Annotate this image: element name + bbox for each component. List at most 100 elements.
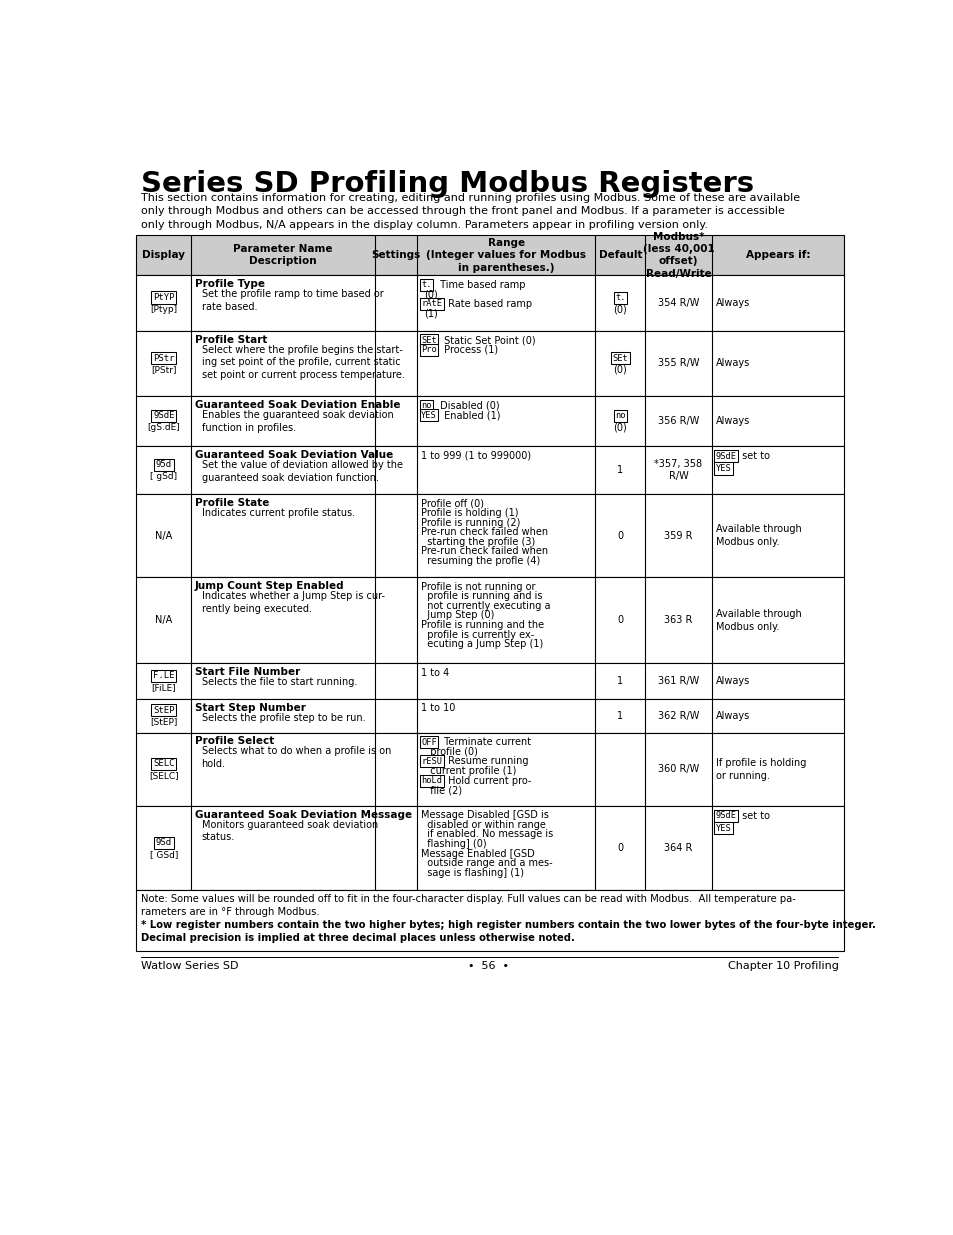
Text: If profile is holding
or running.: If profile is holding or running. <box>715 758 805 781</box>
Text: Profile is running (2): Profile is running (2) <box>420 517 520 527</box>
Text: set to: set to <box>739 811 770 821</box>
Text: (0): (0) <box>424 289 437 299</box>
Text: Jump Step (0): Jump Step (0) <box>420 610 494 620</box>
Bar <box>136 396 843 446</box>
Text: 363 R: 363 R <box>663 615 692 625</box>
Text: Selects what to do when a profile is on
hold.: Selects what to do when a profile is on … <box>201 746 391 769</box>
Text: ecuting a Jump Step (1): ecuting a Jump Step (1) <box>420 640 543 650</box>
Text: Pro: Pro <box>420 346 436 354</box>
Text: Process (1): Process (1) <box>440 345 497 354</box>
Text: This section contains information for creating, editing and running profiles usi: This section contains information for cr… <box>141 193 800 230</box>
Text: 0: 0 <box>617 844 622 853</box>
Text: Parameter Name
Description: Parameter Name Description <box>233 245 333 267</box>
Text: Profile is running and the: Profile is running and the <box>420 620 543 630</box>
Text: Display: Display <box>142 251 185 261</box>
Text: if enabled. No message is: if enabled. No message is <box>420 830 553 840</box>
Text: set to: set to <box>739 451 770 461</box>
Text: 9SdE: 9SdE <box>715 811 736 820</box>
Text: t.: t. <box>420 280 431 289</box>
Text: Note: Some values will be rounded off to fit in the four-character display. Full: Note: Some values will be rounded off to… <box>141 894 795 918</box>
Text: 1 to 999 (1 to 999000): 1 to 999 (1 to 999000) <box>420 451 531 461</box>
Text: Hold current pro-: Hold current pro- <box>444 776 531 785</box>
Text: Indicates whether a Jump Step is cur-
rently being executed.: Indicates whether a Jump Step is cur- re… <box>201 592 384 614</box>
Text: Profile is not running or: Profile is not running or <box>420 582 535 592</box>
Text: (0): (0) <box>613 422 626 432</box>
Text: current profile (1): current profile (1) <box>424 766 516 776</box>
Text: Default: Default <box>598 251 641 261</box>
Text: (1): (1) <box>424 309 437 319</box>
Text: profile is running and is: profile is running and is <box>420 592 542 601</box>
Text: 9Sd: 9Sd <box>155 839 172 847</box>
Text: (0): (0) <box>613 364 626 374</box>
Text: N/A: N/A <box>155 531 172 541</box>
Text: YES: YES <box>420 411 436 420</box>
Text: [PStr]: [PStr] <box>151 366 176 374</box>
Text: Monitors guaranteed soak deviation
status.: Monitors guaranteed soak deviation statu… <box>201 820 377 842</box>
Text: Profile Select: Profile Select <box>194 736 274 746</box>
Text: Set the profile ramp to time based or
rate based.: Set the profile ramp to time based or ra… <box>201 289 383 312</box>
Text: no: no <box>420 401 431 410</box>
Text: Always: Always <box>715 298 749 308</box>
Text: Guaranteed Soak Deviation Value: Guaranteed Soak Deviation Value <box>194 450 393 461</box>
Text: [StEP]: [StEP] <box>150 718 177 726</box>
Text: Profile State: Profile State <box>194 498 269 508</box>
Text: 1 to 4: 1 to 4 <box>420 668 449 678</box>
Text: Jump Count Step Enabled: Jump Count Step Enabled <box>194 580 344 590</box>
Text: SEt: SEt <box>612 353 628 363</box>
Text: [gS.dE]: [gS.dE] <box>148 422 180 432</box>
Bar <box>136 494 843 577</box>
Text: disabled or within range: disabled or within range <box>420 820 545 830</box>
Text: outside range and a mes-: outside range and a mes- <box>420 858 552 868</box>
Text: not currently executing a: not currently executing a <box>420 600 550 611</box>
Text: 0: 0 <box>617 615 622 625</box>
Text: Indicates current profile status.: Indicates current profile status. <box>201 508 355 517</box>
Text: 1: 1 <box>617 676 622 685</box>
Text: profile (0): profile (0) <box>424 747 477 757</box>
Text: Available through
Modbus only.: Available through Modbus only. <box>715 524 801 547</box>
Text: 9SdE: 9SdE <box>715 452 736 461</box>
Text: 355 R/W: 355 R/W <box>657 358 699 368</box>
Text: Pre-run check failed when: Pre-run check failed when <box>420 547 548 557</box>
Text: 1 to 10: 1 to 10 <box>420 703 455 713</box>
Text: StEP: StEP <box>152 705 174 715</box>
Bar <box>136 805 843 890</box>
Text: Selects the file to start running.: Selects the file to start running. <box>201 677 356 687</box>
Text: Profile is holding (1): Profile is holding (1) <box>420 508 518 517</box>
Bar <box>136 699 843 732</box>
Text: Always: Always <box>715 358 749 368</box>
Text: Guaranteed Soak Deviation Enable: Guaranteed Soak Deviation Enable <box>194 400 399 410</box>
Text: Modbus*
(less 40,001
offset)
Read/Write: Modbus* (less 40,001 offset) Read/Write <box>642 232 714 279</box>
Text: Pre-run check failed when: Pre-run check failed when <box>420 527 548 537</box>
Text: OFF: OFF <box>420 737 436 747</box>
Text: N/A: N/A <box>155 615 172 625</box>
Bar <box>136 663 843 699</box>
Bar <box>136 890 843 951</box>
Text: 362 R/W: 362 R/W <box>658 710 699 721</box>
Text: Resume running: Resume running <box>444 756 528 766</box>
Text: PStr: PStr <box>152 353 174 363</box>
Text: hoLd: hoLd <box>420 776 441 785</box>
Text: starting the profile (3): starting the profile (3) <box>420 537 535 547</box>
Text: profile is currently ex-: profile is currently ex- <box>420 630 534 640</box>
Text: Chapter 10 Profiling: Chapter 10 Profiling <box>727 961 838 971</box>
Bar <box>136 275 843 331</box>
Text: Profile Start: Profile Start <box>194 335 267 345</box>
Bar <box>136 446 843 494</box>
Text: SEt: SEt <box>420 336 436 345</box>
Text: Static Set Point (0): Static Set Point (0) <box>440 335 535 345</box>
Text: 360 R/W: 360 R/W <box>658 764 699 774</box>
Text: 356 R/W: 356 R/W <box>658 416 699 426</box>
Text: F.LE: F.LE <box>152 671 174 680</box>
Text: 1: 1 <box>617 466 622 475</box>
Text: PtYP: PtYP <box>152 293 174 303</box>
Text: sage is flashing] (1): sage is flashing] (1) <box>420 868 523 878</box>
Text: Appears if:: Appears if: <box>744 251 809 261</box>
Text: Message Enabled [GSD: Message Enabled [GSD <box>420 848 535 858</box>
Text: *357, 358
R/W: *357, 358 R/W <box>654 458 701 482</box>
Text: Time based ramp: Time based ramp <box>436 279 525 290</box>
Text: Terminate current: Terminate current <box>440 737 531 747</box>
Text: YES: YES <box>715 464 731 473</box>
Text: Rate based ramp: Rate based ramp <box>444 299 532 309</box>
Text: [ GSd]: [ GSd] <box>150 850 178 858</box>
Text: 95d: 95d <box>155 461 172 469</box>
